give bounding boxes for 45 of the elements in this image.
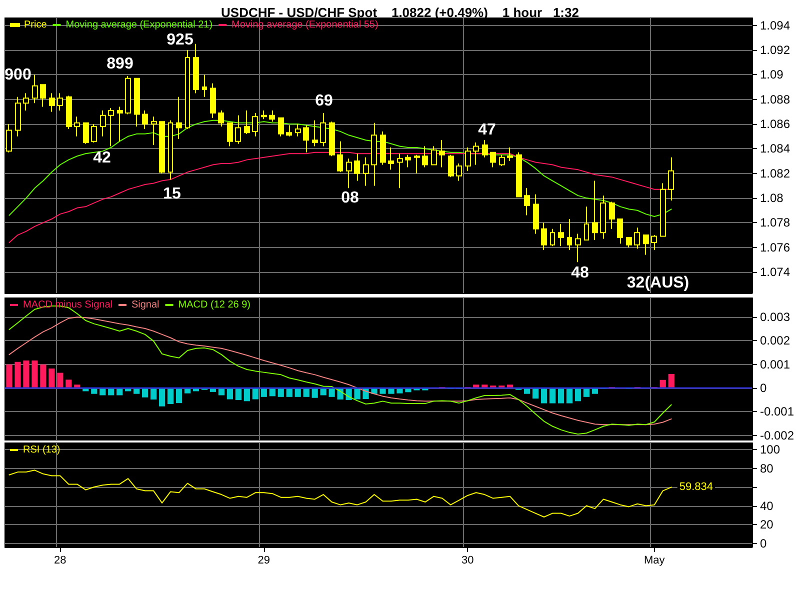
- y-tick-label: -0.002: [760, 428, 794, 442]
- x-tick-label: May: [644, 554, 666, 566]
- y-tick-label: 1.076: [760, 240, 790, 254]
- legend-label: Price: [24, 20, 48, 30]
- chart-title: USDCHF - USD/CHF Spot 1.0822 (+0.49%) 1 hour 1:32: [221, 5, 579, 20]
- annotation: 48: [571, 264, 589, 282]
- legend-label: RSI (13): [23, 444, 60, 456]
- legend-label: MACD (12 26 9): [178, 300, 251, 310]
- y-tick-label: -0.001: [760, 404, 794, 419]
- annotation: 15: [163, 186, 181, 202]
- legend-label: Moving average (Exponential 55): [232, 20, 378, 30]
- y-tick-label: 80: [760, 461, 774, 476]
- annotation: 900: [4, 66, 32, 84]
- annotation: 08: [341, 190, 359, 206]
- annotation: 69: [315, 92, 333, 110]
- y-tick-label: 1.094: [760, 18, 790, 32]
- y-tick-label: 0: [760, 536, 767, 550]
- y-tick-label: 1.092: [760, 43, 790, 58]
- y-tick-label: 1.074: [760, 265, 790, 280]
- y-tick-label: 1.086: [760, 117, 790, 132]
- y-tick-label: 1.082: [760, 166, 790, 180]
- y-tick-label: 100: [760, 442, 780, 457]
- y-tick-label: 0.003: [760, 310, 790, 324]
- legend-label: Moving average (Exponential 21): [66, 20, 213, 30]
- y-tick-label: 40: [760, 498, 774, 513]
- y-tick-label: 1.088: [760, 92, 790, 106]
- legend-label: MACD minus Signal: [23, 300, 112, 310]
- annotation: 47: [478, 122, 496, 138]
- annotation: 42: [93, 150, 111, 166]
- y-tick-label: 0.002: [760, 334, 790, 348]
- y-tick-label: 0: [760, 380, 767, 395]
- y-tick-label: 0.001: [760, 357, 790, 372]
- annotation: 925: [166, 32, 194, 48]
- x-tick-label: 30: [462, 554, 474, 566]
- x-tick-label: 29: [258, 554, 270, 566]
- annotation: 32(AUS): [626, 274, 690, 292]
- y-tick-label: 1.084: [760, 142, 790, 156]
- legend-label: Signal: [131, 300, 160, 310]
- y-tick-label: 20: [760, 518, 774, 532]
- data-label: 59.834: [679, 481, 714, 494]
- y-tick-label: 1.078: [760, 216, 790, 230]
- y-tick-label: 1.08: [760, 191, 784, 206]
- annotation: 899: [106, 56, 134, 72]
- y-tick-label: 1.09: [760, 68, 784, 82]
- x-tick-label: 28: [54, 554, 66, 566]
